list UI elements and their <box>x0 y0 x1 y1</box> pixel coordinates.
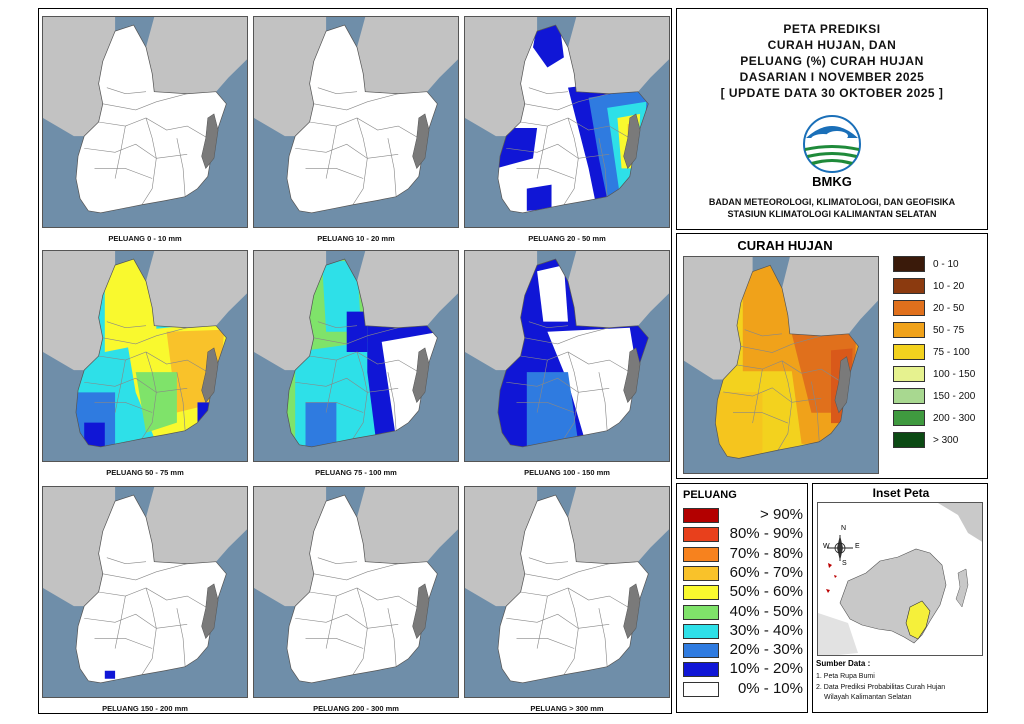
bmkg-logo: BMKG <box>799 112 865 192</box>
region-fill <box>286 25 438 213</box>
probability-legend-label: 0% - 10% <box>737 679 803 697</box>
probability-swatch <box>683 604 719 620</box>
rainfall-swatch <box>893 410 925 426</box>
rainfall-legend-label: 75 - 100 <box>933 346 970 358</box>
compass-north-label: N <box>841 525 847 532</box>
org-name: BADAN METEOROLOGI, KLIMATOLOGI, DAN GEOF… <box>708 197 956 207</box>
probability-legend-label: 60% - 70% <box>729 563 803 581</box>
title-line-3: PELUANG (%) CURAH HUJAN <box>740 54 924 68</box>
inset-map: N S E W <box>817 502 983 656</box>
source-item-1: 1. Peta Rupa Bumi <box>816 673 875 680</box>
probability-legend-label: > 90% <box>760 506 803 523</box>
probability-legend-label: 50% - 60% <box>729 583 803 601</box>
region-fill <box>497 495 649 683</box>
probability-legend-label: 30% - 40% <box>729 621 803 639</box>
rainfall-legend-label: 10 - 20 <box>933 280 965 292</box>
inset-map-svg <box>818 503 982 655</box>
rainfall-title: CURAH HUJAN <box>737 238 833 253</box>
map-caption-2: PELUANG 10 - 20 mm <box>317 234 395 243</box>
rainfall-swatch <box>893 256 925 272</box>
region-fill <box>286 495 438 683</box>
inset-panel: Inset Peta N S E W Sumber Data : 1. Peta… <box>812 483 988 713</box>
probability-legend-label: 20% - 30% <box>729 641 803 659</box>
title-line-2: CURAH HUJAN, DAN <box>767 38 897 52</box>
probability-swatch <box>683 623 719 639</box>
map-caption-1: PELUANG 0 - 10 mm <box>108 234 182 243</box>
source-item-3: Wilayah Kalimantan Selatan <box>824 694 912 701</box>
map-caption-3: PELUANG 20 - 50 mm <box>528 234 606 243</box>
title-panel: PETA PREDIKSI CURAH HUJAN, DAN PELUANG (… <box>676 8 988 230</box>
rainfall-legend-item: 75 - 100 <box>893 344 970 360</box>
probability-map-7 <box>42 486 248 698</box>
rainfall-swatch <box>893 388 925 404</box>
probability-map-8 <box>253 486 459 698</box>
probability-swatch <box>683 662 719 678</box>
probability-map-6 <box>464 250 670 462</box>
rainfall-legend-item: 50 - 75 <box>893 322 964 338</box>
bmkg-logo-icon <box>803 115 861 173</box>
rainfall-swatch <box>893 300 925 316</box>
rainfall-map <box>683 256 879 474</box>
probability-map-2 <box>253 16 459 228</box>
source-item-2: 2. Data Prediksi Probabilitas Curah Huja… <box>816 684 946 691</box>
rainfall-legend-label: 20 - 50 <box>933 302 965 314</box>
rainfall-legend-item: 150 - 200 <box>893 388 975 404</box>
rainfall-legend-label: 150 - 200 <box>933 390 976 402</box>
map-caption-9: PELUANG > 300 mm <box>530 704 604 713</box>
probability-map-4 <box>42 250 248 462</box>
probability-swatch <box>683 508 719 523</box>
rainfall-legend-label: 50 - 75 <box>933 324 965 336</box>
map-caption-8: PELUANG 200 - 300 mm <box>313 704 399 713</box>
rainfall-legend-label: 100 - 150 <box>933 368 976 380</box>
rainfall-swatch <box>893 278 925 294</box>
rainfall-legend-label: 200 - 300 <box>933 412 976 424</box>
compass-south-label: S <box>842 560 847 567</box>
probability-swatch <box>683 565 719 581</box>
compass-west-label: W <box>823 543 830 550</box>
rainfall-panel: CURAH HUJAN 0 - 10 10 - 20 20 - 50 50 - 75 7… <box>676 233 988 479</box>
station-name: STASIUN KLIMATOLOGI KALIMANTAN SELATAN <box>727 209 937 219</box>
probability-swatch <box>683 527 719 543</box>
probability-legend-panel: PELUANG > 90% 80% - 90% 70% - 80% 60% - 70%… <box>676 483 808 713</box>
title-line-4: DASARIAN I NOVEMBER 2025 <box>739 70 925 84</box>
rainfall-legend-item: 200 - 300 <box>893 410 975 426</box>
region-fill <box>75 25 227 213</box>
title-line-1: PETA PREDIKSI <box>783 22 881 36</box>
rainfall-legend-item: 100 - 150 <box>893 366 975 382</box>
rainfall-legend-item: > 300 <box>893 432 958 448</box>
map-caption-5: PELUANG 75 - 100 mm <box>315 468 397 477</box>
source-title: Sumber Data : <box>816 659 871 668</box>
probability-legend-title: PELUANG <box>683 489 737 501</box>
map-caption-6: PELUANG 100 - 150 mm <box>524 468 610 477</box>
title-line-5: [ UPDATE DATA 30 OKTOBER 2025 ] <box>720 86 944 100</box>
rainfall-swatch <box>893 344 925 360</box>
map-caption-7: PELUANG 150 - 200 mm <box>102 704 188 713</box>
probability-legend-label: 10% - 20% <box>729 660 803 678</box>
rainfall-legend-label: 0 - 10 <box>933 258 959 270</box>
probability-swatch <box>683 546 719 562</box>
inset-title: Inset Peta <box>872 486 930 500</box>
bmkg-logo-text: BMKG <box>812 174 852 189</box>
rainfall-swatch <box>893 322 925 338</box>
region-fill <box>75 495 227 683</box>
probability-legend-label: 80% - 90% <box>729 525 803 543</box>
rainfall-swatch <box>893 366 925 382</box>
probability-map-3 <box>464 16 670 228</box>
probability-swatch <box>683 681 719 697</box>
rainfall-legend-item: 20 - 50 <box>893 300 964 316</box>
probability-legend-label: 40% - 50% <box>729 602 803 620</box>
map-caption-4: PELUANG 50 - 75 mm <box>106 468 184 477</box>
probability-swatch <box>683 585 719 601</box>
rainfall-legend-label: > 300 <box>933 434 959 446</box>
rainfall-legend-item: 10 - 20 <box>893 278 964 294</box>
probability-map-1 <box>42 16 248 228</box>
probability-legend-label: 70% - 80% <box>729 544 803 562</box>
compass-east-label: E <box>855 543 860 550</box>
compass-icon <box>827 535 853 561</box>
rainfall-swatch <box>893 432 925 448</box>
probability-swatch <box>683 643 719 659</box>
probability-map-9 <box>464 486 670 698</box>
probability-map-5 <box>253 250 459 462</box>
rainfall-legend-item: 0 - 10 <box>893 256 959 272</box>
